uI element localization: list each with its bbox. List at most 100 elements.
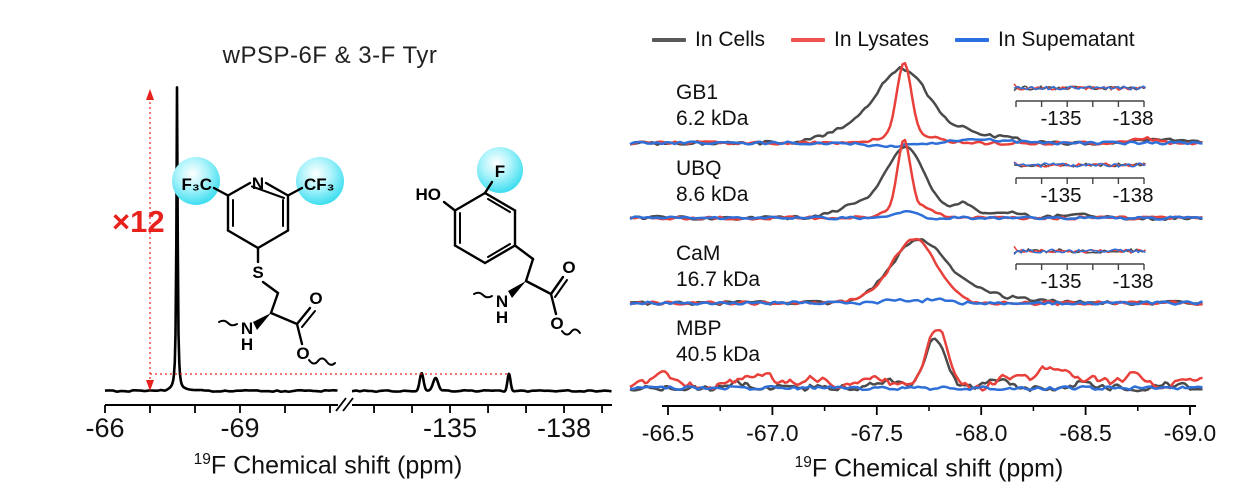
inset-tick-label: -135 xyxy=(1040,107,1081,130)
protein-name: UBQ xyxy=(676,157,722,180)
label-carbonyl-o: O xyxy=(562,258,575,277)
protein-name: MBP xyxy=(676,317,722,340)
label-fluorine: F xyxy=(495,162,505,181)
trace-cam-supernatant xyxy=(629,297,1203,306)
trace-gb1-cells xyxy=(629,65,1203,146)
inset-noise-trace-supernatant xyxy=(1013,161,1146,169)
legend: In Cells In Lysates In Supematant xyxy=(652,28,1135,52)
squiggle-bond xyxy=(473,291,493,299)
protein-mass: 6.2 kDa xyxy=(676,107,749,130)
inset-noise-trace-supernatant xyxy=(1013,248,1146,256)
label-amine-h: H xyxy=(241,335,253,354)
spectrum-trace xyxy=(104,86,339,393)
x-tick-label: -69 xyxy=(220,413,259,443)
protein-mass: 40.5 kDa xyxy=(676,343,761,366)
arrow-up-icon xyxy=(146,89,154,100)
x-tick-label: -68.0 xyxy=(955,420,1007,446)
x-tick-label: -68.5 xyxy=(1059,420,1111,446)
axis-break-icon xyxy=(342,397,354,412)
x-tick-label: -67.0 xyxy=(746,420,798,446)
fluorine-highlight-icon xyxy=(172,157,220,205)
legend-label: In Supematant xyxy=(997,28,1135,51)
legend-line-lysates xyxy=(791,38,826,42)
trace-ubq-supernatant xyxy=(629,209,1203,221)
protein-mass: 8.6 kDa xyxy=(676,183,749,206)
x-tick-label: -66.5 xyxy=(642,420,694,446)
label-sulfur: S xyxy=(252,263,263,282)
right-spectra-traces xyxy=(629,61,1203,393)
label-ester-o: O xyxy=(550,314,563,333)
axis-title-superscript: 19 xyxy=(794,454,812,471)
trace-ubq-lysates xyxy=(629,138,1203,221)
legend-line-cells xyxy=(652,38,686,42)
label-cf3: CF₃ xyxy=(304,175,335,194)
inset-spectra: -135 -138 -135 -138 -135 -138 xyxy=(1013,83,1154,293)
inset-tick-label: -138 xyxy=(1112,270,1153,293)
trace-gb1-lysates xyxy=(629,61,1203,146)
row-label-gb1: GB1 6.2 kDa xyxy=(676,80,748,132)
inset-tick-label: -135 xyxy=(1040,270,1081,293)
label-hydroxyl: HO xyxy=(416,185,442,204)
trace-mbp-cells xyxy=(629,337,1203,393)
x-tick-label: -138 xyxy=(537,413,591,443)
left-panel: wPSP-6F & 3-F Tyr ×12 -66 -69 -135 -138 xyxy=(85,42,613,480)
protein-name: CaM xyxy=(676,242,721,265)
x-tick-label: -69.0 xyxy=(1164,420,1216,446)
label-ester-o: O xyxy=(296,344,309,363)
legend-line-supernatant xyxy=(954,38,989,42)
label-carbonyl-o: O xyxy=(309,289,322,308)
axis-title-superscript: 19 xyxy=(193,451,211,468)
inset-tick-label: -138 xyxy=(1112,107,1153,130)
label-amine-h: H xyxy=(496,308,508,327)
right-spectra-svg: -66.5 -67.0 -67.5 -68.0 -68.5 -69.0 -135 -138-… xyxy=(629,61,1216,446)
label-ring-nitrogen: N xyxy=(252,174,264,193)
molecule-3ftyr: HO F N H O O xyxy=(416,147,581,336)
inset-tick-label: -138 xyxy=(1112,184,1153,207)
arrow-down-icon xyxy=(146,380,154,391)
label-f3c: F₃C xyxy=(181,175,212,194)
legend-item-cells: In Cells xyxy=(652,28,765,52)
inset-noise-trace-supernatant xyxy=(1013,85,1146,91)
squiggle-bond xyxy=(218,319,238,327)
spectrum-trace xyxy=(351,371,613,394)
trace-mbp-lysates xyxy=(629,328,1203,392)
peak-height-annotation xyxy=(146,89,508,391)
right-x-axis: -66.5 -67.0 -67.5 -68.0 -68.5 -69.0 xyxy=(642,405,1216,446)
label-amine-n: N xyxy=(241,319,253,338)
fluorine-highlight-icon xyxy=(296,157,344,205)
legend-item-supernatant: In Supematant xyxy=(954,28,1135,52)
trace-gb1-supernatant xyxy=(629,137,1203,149)
inset-gb1: -135 -138 xyxy=(1013,83,1154,130)
axis-title-text: F Chemical shift (ppm) xyxy=(811,454,1064,483)
left-spectrum-svg: -66 -69 -135 -138 xyxy=(85,86,613,443)
label-amine-n: N xyxy=(496,292,508,311)
trace-mbp-supernatant xyxy=(629,384,1203,392)
row-label-ubq: UBQ 8.6 kDa xyxy=(676,156,748,208)
wedge-bond xyxy=(253,313,271,330)
protein-mass: 16.7 kDa xyxy=(676,268,761,291)
left-panel-title: wPSP-6F & 3-F Tyr xyxy=(222,42,438,69)
inset-cam: -135 -138 xyxy=(1013,245,1154,293)
left-axis-title: 19F Chemical shift (ppm) xyxy=(168,451,488,480)
x-tick-label: -66 xyxy=(85,413,124,443)
protein-name: GB1 xyxy=(676,81,719,104)
x-tick-label: -67.5 xyxy=(851,420,903,446)
fluorine-highlight-icon xyxy=(477,147,523,193)
left-spectrum-traces xyxy=(104,86,613,394)
row-label-mbp: MBP 40.5 kDa xyxy=(676,316,760,368)
left-x-axis: -66 -69 -135 -138 xyxy=(85,397,612,443)
inset-ubq: -135 -138 xyxy=(1013,161,1154,207)
squiggle-bond xyxy=(561,328,581,336)
axis-break-icon xyxy=(335,397,347,412)
inset-tick-label: -135 xyxy=(1040,184,1081,207)
legend-item-lysates: In Lysates xyxy=(791,28,929,52)
right-axis-title: 19F Chemical shift (ppm) xyxy=(769,454,1089,483)
scale-multiplier-label: ×12 xyxy=(112,204,165,239)
molecule-wpsp6f: F₃C N CF₃ S N H O O xyxy=(172,157,344,366)
axis-title-text: F Chemical shift (ppm) xyxy=(210,451,463,480)
wedge-bond xyxy=(508,281,526,298)
legend-label: In Cells xyxy=(695,28,766,51)
legend-label: In Lysates xyxy=(834,28,929,51)
squiggle-bond xyxy=(308,357,336,366)
